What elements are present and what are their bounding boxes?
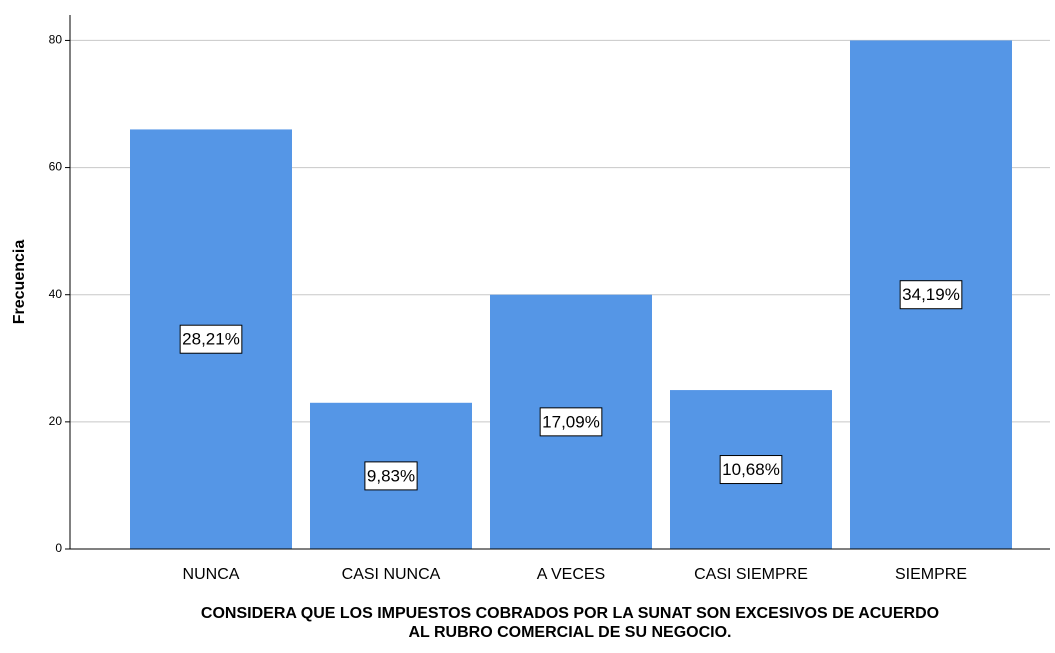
x-axis-title: AL RUBRO COMERCIAL DE SU NEGOCIO. — [409, 624, 732, 641]
value-label: 9,83% — [367, 466, 415, 485]
value-label-box — [719, 455, 783, 485]
y-tick-label: 40 — [49, 287, 63, 301]
x-tick-label: NUNCA — [183, 566, 240, 583]
x-tick-label: CASI SIEMPRE — [694, 566, 808, 583]
x-tick-label: SIEMPRE — [895, 566, 967, 583]
value-label: 28,21% — [182, 330, 240, 349]
y-tick-label: 0 — [55, 541, 62, 555]
y-tick-label: 80 — [49, 33, 63, 47]
value-label-box — [364, 461, 418, 491]
value-label-box — [179, 324, 243, 354]
value-label-box — [539, 407, 603, 437]
value-label-box — [899, 280, 963, 310]
y-tick-label: 20 — [49, 414, 63, 428]
x-tick-label: A VECES — [537, 566, 605, 583]
value-label: 17,09% — [542, 412, 600, 431]
y-tick-label: 60 — [49, 160, 63, 174]
value-label: 10,68% — [722, 460, 780, 479]
x-tick-label: CASI NUNCA — [342, 566, 441, 583]
value-label: 34,19% — [902, 285, 960, 304]
y-axis-title: Frecuencia — [11, 240, 28, 325]
x-axis-title: CONSIDERA QUE LOS IMPUESTOS COBRADOS POR… — [201, 605, 939, 622]
